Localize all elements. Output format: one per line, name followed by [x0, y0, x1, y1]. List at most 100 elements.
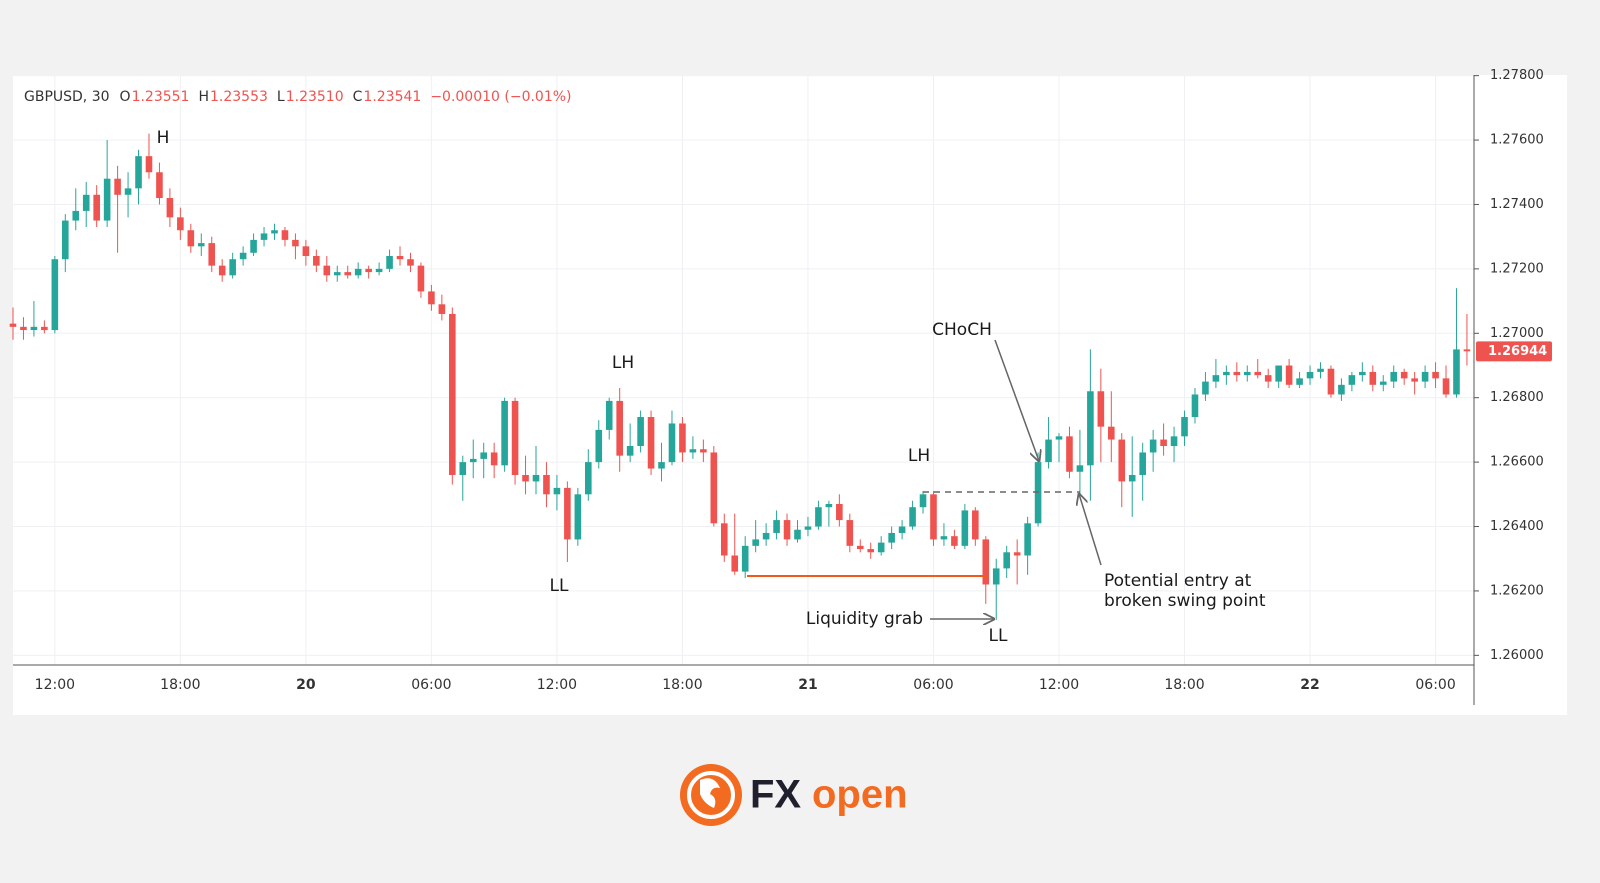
candle-body: [313, 255, 320, 266]
candle-body: [626, 446, 634, 456]
candle-body: [888, 532, 895, 543]
y-tick-label: 1.26200: [1490, 583, 1544, 598]
candle-body: [375, 268, 383, 273]
y-tick-label: 1.26800: [1490, 390, 1544, 405]
choch-arrow: [994, 339, 1039, 461]
candle-body: [564, 487, 571, 540]
y-tick-label: 1.27200: [1490, 261, 1544, 276]
candle-body: [773, 520, 780, 533]
candle-body: [762, 532, 770, 540]
candle-body: [637, 417, 644, 447]
candle-body: [585, 462, 592, 495]
candle-body: [1390, 371, 1398, 382]
candle-body: [239, 252, 247, 260]
candle-body: [616, 400, 623, 456]
header-change: −0.00010 (−0.01%): [430, 89, 571, 105]
candle-body: [898, 526, 906, 533]
x-tick-label: 18:00: [662, 677, 702, 693]
candle-body: [522, 474, 529, 482]
candle-body: [1254, 371, 1262, 376]
y-tick-label: 1.26400: [1490, 519, 1544, 534]
candle-body: [1233, 371, 1241, 376]
candle-body: [51, 259, 59, 331]
x-tick-label: 21: [798, 677, 817, 693]
candle-body: [731, 555, 739, 572]
candle-body: [1003, 552, 1010, 569]
annotation: broken swing point: [1104, 591, 1266, 611]
candle-body: [1223, 371, 1230, 376]
candle-body: [741, 545, 749, 572]
candle-body: [177, 217, 184, 231]
candle-body: [333, 272, 341, 276]
candle-body: [145, 156, 153, 173]
candle-body: [825, 503, 833, 508]
candle-body: [1076, 465, 1084, 472]
candle-body: [1453, 349, 1460, 395]
candle-body: [1327, 368, 1335, 395]
candle-body: [846, 520, 854, 546]
candle-body: [867, 549, 875, 553]
x-tick-label: 12:00: [1039, 677, 1079, 693]
candle-body: [114, 178, 121, 195]
candle-body: [156, 172, 163, 199]
annotation: Liquidity grab: [806, 609, 923, 629]
y-tick-label: 1.27800: [1490, 68, 1544, 83]
candle-body: [428, 291, 435, 305]
candle-body: [1264, 375, 1272, 382]
candle-body: [1191, 394, 1199, 418]
x-tick-label: 06:00: [913, 677, 953, 693]
candle-body: [877, 542, 885, 553]
candle-body: [459, 462, 467, 475]
candle-body: [836, 503, 843, 521]
candle-body: [710, 452, 718, 524]
brand-fx: FX: [750, 773, 801, 817]
candle-body: [1139, 452, 1146, 475]
candle-body: [1108, 426, 1115, 440]
candle-body: [30, 326, 38, 331]
candle-body: [1181, 417, 1188, 437]
candle-body: [1296, 378, 1303, 385]
candle-body: [815, 507, 822, 527]
header-value: 1.23553: [210, 89, 268, 105]
brand-logo: FX open: [680, 764, 908, 826]
logo-ring: [687, 771, 735, 819]
candle-body: [354, 268, 362, 276]
candle-body: [909, 507, 916, 527]
x-tick-label: 18:00: [160, 677, 200, 693]
candle-body: [1421, 371, 1429, 382]
candle-body: [720, 523, 728, 556]
candle-body: [480, 452, 487, 459]
chart-panel: [13, 75, 1567, 715]
candle-body: [1160, 439, 1167, 447]
candle-body: [700, 449, 707, 453]
brand-open: open: [812, 773, 908, 817]
x-tick-label: 06:00: [411, 677, 451, 693]
candle-body: [1024, 523, 1031, 556]
candle-body: [804, 526, 812, 530]
candle-body: [1432, 371, 1439, 379]
candle-body: [250, 239, 257, 253]
header-value: 1.23541: [363, 89, 421, 105]
symbol: GBPUSD, 30: [24, 89, 110, 105]
candle-body: [856, 545, 864, 550]
candle-body: [271, 230, 278, 234]
y-tick-label: 1.26600: [1490, 455, 1544, 470]
candle-body: [1013, 552, 1021, 556]
candle-body: [1128, 474, 1136, 482]
candle-body: [595, 429, 603, 463]
x-tick-label: 20: [296, 677, 316, 693]
x-tick-label: 06:00: [1415, 677, 1455, 693]
candle-body: [1097, 391, 1105, 427]
candle-body: [344, 272, 352, 276]
candle-body: [1275, 365, 1282, 382]
logo-lion: [700, 778, 720, 808]
candle-body: [41, 326, 48, 331]
candle-body: [930, 494, 937, 540]
candle-body: [1212, 375, 1220, 382]
candle-body: [469, 458, 477, 463]
candle-body: [1118, 439, 1126, 482]
candle-body: [679, 423, 686, 453]
candle-body: [20, 326, 27, 331]
candle-body: [1411, 378, 1418, 382]
